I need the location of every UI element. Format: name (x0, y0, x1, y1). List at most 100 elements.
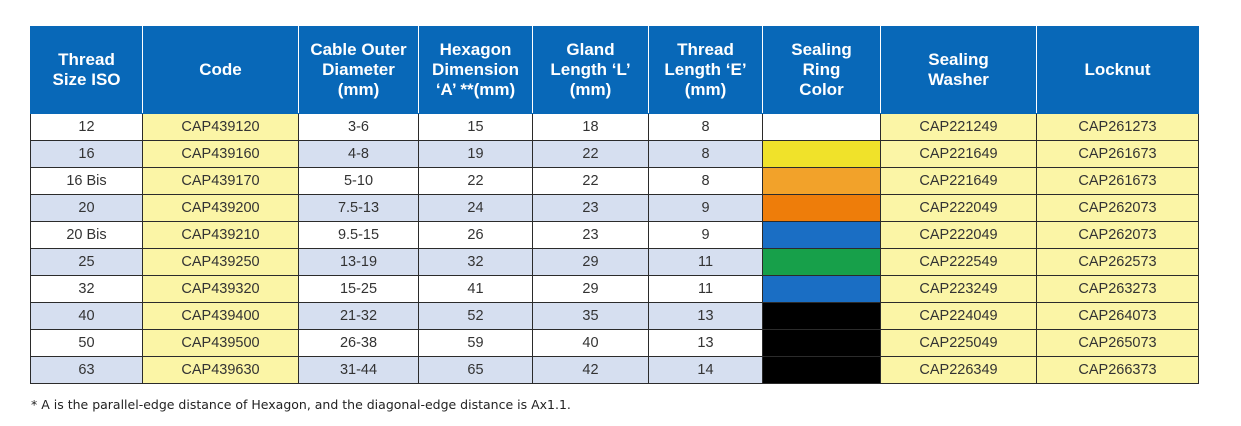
locknut-cell: CAP262073 (1036, 221, 1199, 249)
locknut-cell: CAP261673 (1036, 167, 1199, 195)
code-cell: CAP439160 (142, 140, 299, 168)
sealing-washer-cell: CAP222049 (880, 221, 1037, 249)
table-row: 16 Bis CAP439170 5-10 22 22 8 CAP221649 CAP2616… (30, 167, 1199, 195)
sealing-washer-cell: CAP221649 (880, 140, 1037, 168)
hexagon-cell: 22 (418, 167, 533, 195)
thread-size-cell: 32 (30, 275, 143, 303)
sealing-ring-swatch (763, 357, 880, 383)
sealing-ring-swatch (763, 276, 880, 302)
code-cell: CAP439170 (142, 167, 299, 195)
table-row: 20 CAP439200 7.5-13 24 23 9 CAP222049 CAP262073 (30, 194, 1199, 222)
header-sealing-ring-color: Sealing Ring Color (762, 26, 881, 114)
header-cable-diameter: Cable Outer Diameter (mm) (298, 26, 419, 114)
hexagon-cell: 19 (418, 140, 533, 168)
gland-length-cell: 18 (532, 113, 649, 141)
code-cell: CAP439400 (142, 302, 299, 330)
code-cell: CAP439120 (142, 113, 299, 141)
thread-length-cell: 13 (648, 302, 763, 330)
gland-length-cell: 22 (532, 167, 649, 195)
cable-diameter-cell: 9.5-15 (298, 221, 419, 249)
gland-length-cell: 29 (532, 275, 649, 303)
code-cell: CAP439200 (142, 194, 299, 222)
sealing-ring-color-cell (762, 140, 881, 168)
sealing-ring-color-cell (762, 221, 881, 249)
table-row: 50 CAP439500 26-38 59 40 13 CAP225049 CAP265073 (30, 329, 1199, 357)
sealing-ring-swatch (763, 303, 880, 329)
thread-length-cell: 8 (648, 167, 763, 195)
header-thread-size: Thread Size ISO (30, 26, 143, 114)
sealing-ring-color-cell (762, 356, 881, 384)
hexagon-cell: 32 (418, 248, 533, 276)
gland-length-cell: 23 (532, 221, 649, 249)
table-row: 32 CAP439320 15-25 41 29 11 CAP223249 CAP263273 (30, 275, 1199, 303)
hexagon-cell: 26 (418, 221, 533, 249)
gland-length-cell: 22 (532, 140, 649, 168)
gland-length-cell: 40 (532, 329, 649, 357)
sealing-washer-cell: CAP224049 (880, 302, 1037, 330)
thread-size-cell: 20 Bis (30, 221, 143, 249)
gland-length-cell: 42 (532, 356, 649, 384)
sealing-washer-cell: CAP221249 (880, 113, 1037, 141)
cable-diameter-cell: 15-25 (298, 275, 419, 303)
thread-size-cell: 50 (30, 329, 143, 357)
code-cell: CAP439630 (142, 356, 299, 384)
cable-diameter-cell: 4-8 (298, 140, 419, 168)
code-cell: CAP439500 (142, 329, 299, 357)
thread-size-cell: 12 (30, 113, 143, 141)
hexagon-cell: 15 (418, 113, 533, 141)
thread-size-cell: 63 (30, 356, 143, 384)
cable-diameter-cell: 21-32 (298, 302, 419, 330)
table-row: 40 CAP439400 21-32 52 35 13 CAP224049 CAP264073 (30, 302, 1199, 330)
sealing-washer-cell: CAP221649 (880, 167, 1037, 195)
sealing-washer-cell: CAP226349 (880, 356, 1037, 384)
cable-diameter-cell: 5-10 (298, 167, 419, 195)
table-row: 20 Bis CAP439210 9.5-15 26 23 9 CAP222049 CAP26… (30, 221, 1199, 249)
sealing-ring-swatch (763, 195, 880, 221)
hexagon-cell: 24 (418, 194, 533, 222)
gland-length-cell: 35 (532, 302, 649, 330)
header-row: Thread Size ISO Code Cable Outer Diameter(… (30, 26, 1199, 114)
sealing-ring-color-cell (762, 275, 881, 303)
sealing-washer-cell: CAP222049 (880, 194, 1037, 222)
locknut-cell: CAP265073 (1036, 329, 1199, 357)
locknut-cell: CAP261673 (1036, 140, 1199, 168)
table-row: 63 CAP439630 31-44 65 42 14 CAP226349 CAP266373 (30, 356, 1199, 384)
footnote: * A is the parallel-edge distance of Hex… (31, 397, 571, 412)
header-sealing-washer: Sealing Washer (880, 26, 1037, 114)
sealing-washer-cell: CAP223249 (880, 275, 1037, 303)
sealing-washer-cell: CAP225049 (880, 329, 1037, 357)
header-code: Code (142, 26, 299, 114)
header-thread-length: Thread Length ‘E’ (mm) (648, 26, 763, 114)
cable-gland-spec-table: Thread Size ISO Code Cable Outer Diameter(… (30, 26, 1199, 384)
cable-diameter-cell: 26-38 (298, 329, 419, 357)
thread-size-cell: 40 (30, 302, 143, 330)
hexagon-cell: 59 (418, 329, 533, 357)
sealing-ring-swatch (763, 168, 880, 194)
table-row: 16 CAP439160 4-8 19 22 8 CAP221649 CAP261673 (30, 140, 1199, 168)
thread-length-cell: 11 (648, 248, 763, 276)
sealing-washer-cell: CAP222549 (880, 248, 1037, 276)
gland-length-cell: 23 (532, 194, 649, 222)
thread-length-cell: 8 (648, 140, 763, 168)
sealing-ring-color-cell (762, 329, 881, 357)
cable-diameter-cell: 31-44 (298, 356, 419, 384)
header-locknut: Locknut (1036, 26, 1199, 114)
gland-length-cell: 29 (532, 248, 649, 276)
sealing-ring-swatch (763, 249, 880, 275)
locknut-cell: CAP263273 (1036, 275, 1199, 303)
sealing-ring-color-cell (762, 113, 881, 141)
locknut-cell: CAP261273 (1036, 113, 1199, 141)
sealing-ring-color-cell (762, 302, 881, 330)
sealing-ring-color-cell (762, 248, 881, 276)
sealing-ring-swatch (763, 330, 880, 356)
code-cell: CAP439250 (142, 248, 299, 276)
table-body: 12 CAP439120 3-6 15 18 8 CAP221249 CAP261273 16 C… (30, 113, 1199, 384)
locknut-cell: CAP266373 (1036, 356, 1199, 384)
sealing-ring-color-cell (762, 194, 881, 222)
header-gland-length: Gland Length ‘L’ (mm) (532, 26, 649, 114)
sealing-ring-swatch (763, 222, 880, 248)
sealing-ring-swatch (763, 141, 880, 167)
locknut-cell: CAP262073 (1036, 194, 1199, 222)
thread-length-cell: 11 (648, 275, 763, 303)
thread-size-cell: 16 (30, 140, 143, 168)
